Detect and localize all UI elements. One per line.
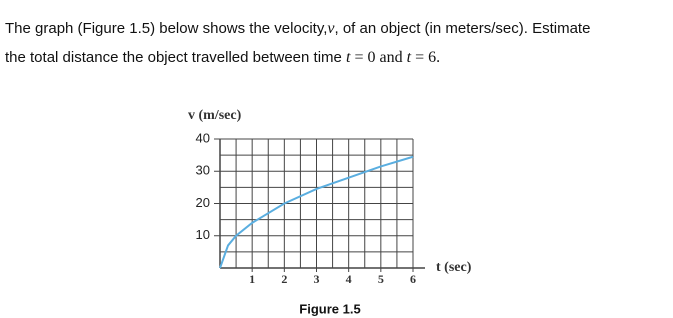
text: , of an object (in meters/sec). Estimate xyxy=(334,20,591,37)
x-tick-label: 6 xyxy=(410,272,416,286)
curve xyxy=(219,155,414,269)
x-tick-label: 3 xyxy=(314,272,320,286)
y-tick-label: 20 xyxy=(196,195,210,210)
math: v xyxy=(327,20,335,37)
text: the total distance the object travelled … xyxy=(5,49,347,66)
text: The graph (Figure 1.5) below shows the v… xyxy=(5,20,328,37)
math: t xyxy=(406,49,412,66)
y-tick-label: 10 xyxy=(196,227,210,242)
math: = 6. xyxy=(411,49,441,66)
caption: Figure 1.5 xyxy=(299,301,360,316)
y-tick-label: 30 xyxy=(196,163,210,178)
x-tick-label: 2 xyxy=(281,272,287,286)
math: = 0 and xyxy=(350,49,407,66)
y-tick-label: 40 xyxy=(196,130,210,145)
question: The graph (Figure 1.5) below shows the v… xyxy=(5,14,590,72)
x-tick-label: 5 xyxy=(378,272,384,286)
math: t xyxy=(346,49,351,66)
y-axis-label: v (m/sec) xyxy=(188,108,242,123)
x-tick-label: 4 xyxy=(346,272,352,286)
x-axis-label: t (sec) xyxy=(436,260,472,275)
x-tick-label: 1 xyxy=(249,272,255,286)
